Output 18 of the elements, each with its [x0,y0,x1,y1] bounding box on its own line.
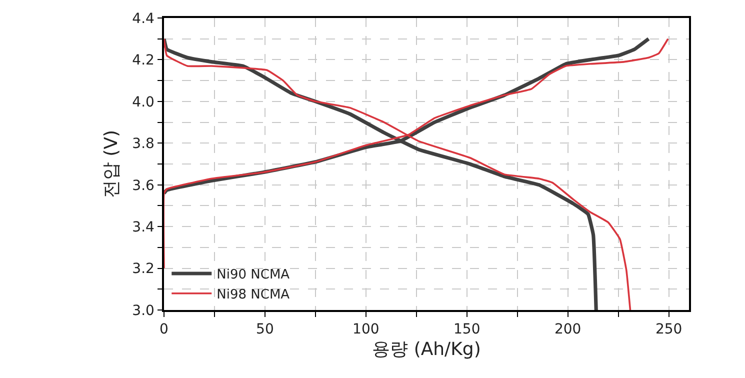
y-tick-label: 3.8 [132,136,154,152]
x-tick-label: 200 [554,322,582,338]
x-tick-label: 100 [352,322,380,338]
x-tick-label: 150 [454,322,480,338]
y-axis-title: 전압 (V) [100,130,122,198]
x-tick-label: 0 [160,322,168,338]
y-tick-label: 3.2 [132,261,154,278]
x-tick-label: 50 [256,322,274,338]
x-axis-title: 용량 (Ah/Kg) [372,339,481,360]
y-tick-label: 4.4 [132,10,155,27]
y-tick-label: 3.6 [132,178,155,194]
x-tick-label: 250 [655,322,682,338]
y-tick-label: 3.4 [132,219,155,236]
legend-label: Ni98 NCMA [216,287,290,302]
legend-label: Ni90 NCMA [216,268,290,283]
y-tick-label: 3.0 [132,302,154,319]
y-tick-label: 4.0 [132,94,154,110]
y-tick-label: 4.2 [132,52,154,69]
